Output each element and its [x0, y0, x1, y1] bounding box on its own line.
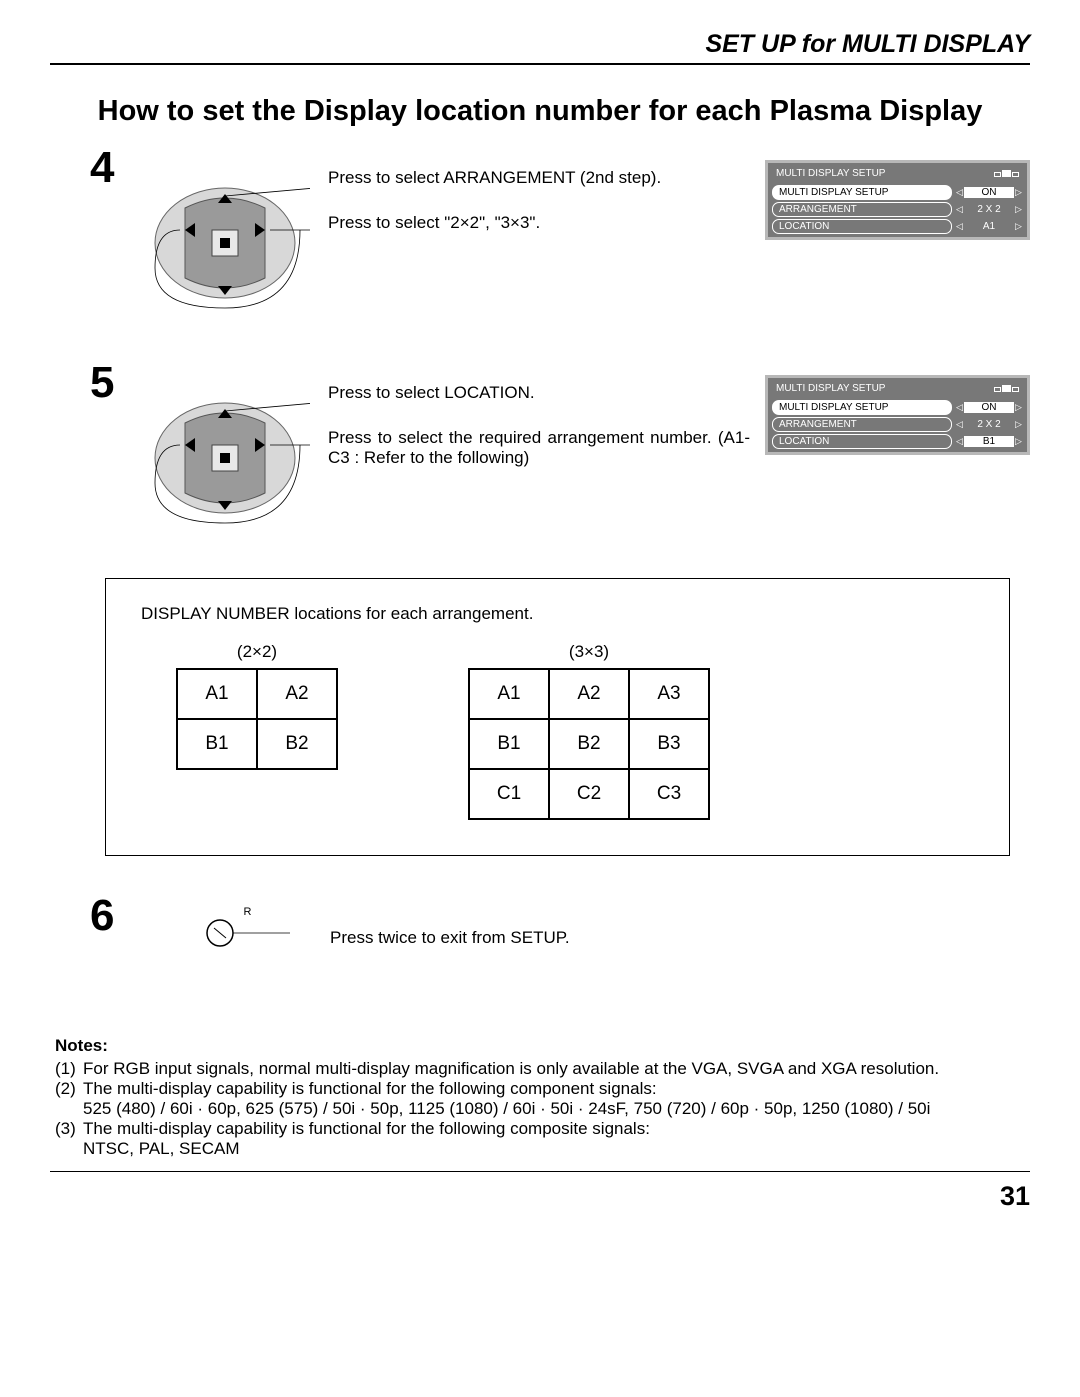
- osd-row-value: 2 X 2: [964, 204, 1014, 215]
- grid-2x2-block: (2×2) A1A2 B1B2: [176, 642, 338, 820]
- step-5-instruction-1: Press to select LOCATION.: [328, 383, 750, 403]
- right-arrow-icon: ▷: [1014, 221, 1023, 232]
- step-4-remote: [150, 148, 320, 323]
- osd-title: MULTI DISPLAY SETUP: [776, 383, 885, 394]
- osd-row-label: ARRANGEMENT: [772, 202, 952, 217]
- notes-heading: Notes:: [55, 1036, 1025, 1056]
- grid-cell: C1: [469, 769, 549, 819]
- grid-2x2-table: A1A2 B1B2: [176, 668, 338, 770]
- step-5-number: 5: [90, 363, 150, 403]
- r-button-icon: [150, 916, 290, 951]
- osd-title: MULTI DISPLAY SETUP: [776, 168, 885, 179]
- notes-section: Notes: (1)For RGB input signals, normal …: [50, 1036, 1030, 1159]
- right-arrow-icon: ▷: [1014, 204, 1023, 215]
- grid-cell: B1: [177, 719, 257, 769]
- osd-page-indicator: [994, 170, 1019, 177]
- grid-3x3-block: (3×3) A1A2A3 B1B2B3 C1C2C3: [468, 642, 710, 820]
- grid-cell: A2: [257, 669, 337, 719]
- grid-3x3-table: A1A2A3 B1B2B3 C1C2C3: [468, 668, 710, 820]
- grid-cell: B2: [549, 719, 629, 769]
- note-subtext: 525 (480) / 60i · 60p, 625 (575) / 50i ·…: [55, 1099, 1025, 1119]
- grid-cell: C2: [549, 769, 629, 819]
- step-5-remote: [150, 363, 320, 538]
- diagram-intro-text: DISPLAY NUMBER locations for each arrang…: [141, 604, 974, 624]
- note-text: The multi-display capability is function…: [83, 1079, 1025, 1099]
- left-arrow-icon: ◁: [955, 419, 964, 430]
- grid-cell: B3: [629, 719, 709, 769]
- grid-3x3-label: (3×3): [468, 642, 710, 662]
- grid-cell: A2: [549, 669, 629, 719]
- left-arrow-icon: ◁: [955, 204, 964, 215]
- grid-cell: A1: [177, 669, 257, 719]
- osd-row-label: LOCATION: [772, 219, 952, 234]
- step-4-row: 4 Press to select ARRANGEMENT (2nd step)…: [50, 148, 1030, 323]
- grid-cell: B2: [257, 719, 337, 769]
- osd-row-value: ON: [964, 402, 1014, 413]
- step-6-number: 6: [90, 896, 150, 936]
- osd-row-value: B1: [964, 436, 1014, 447]
- grid-cell: B1: [469, 719, 549, 769]
- note-number: (1): [55, 1059, 83, 1079]
- osd-page-indicator: [994, 385, 1019, 392]
- right-arrow-icon: ▷: [1014, 187, 1023, 198]
- osd-row-label: LOCATION: [772, 434, 952, 449]
- step-6-instruction: Press twice to exit from SETUP.: [290, 906, 1030, 948]
- grid-cell: A1: [469, 669, 549, 719]
- left-arrow-icon: ◁: [955, 221, 964, 232]
- left-arrow-icon: ◁: [955, 436, 964, 447]
- location-diagram-box: DISPLAY NUMBER locations for each arrang…: [105, 578, 1010, 856]
- osd-row-value: ON: [964, 187, 1014, 198]
- page-title: How to set the Display location number f…: [50, 95, 1030, 128]
- step-5-instruction-2: Press to select the required arrangement…: [328, 428, 750, 468]
- step-5-osd-menu: MULTI DISPLAY SETUP MULTI DISPLAY SETUP◁…: [765, 375, 1030, 455]
- osd-row-label: MULTI DISPLAY SETUP: [772, 185, 952, 200]
- osd-row-value: 2 X 2: [964, 419, 1014, 430]
- step-4-number: 4: [90, 148, 150, 188]
- footer-rule: [50, 1171, 1030, 1172]
- note-subtext: NTSC, PAL, SECAM: [55, 1139, 1025, 1159]
- osd-row-value: A1: [964, 221, 1014, 232]
- step-6-row: 6 R Press twice to exit from SETUP.: [50, 896, 1030, 956]
- step-4-osd-menu: MULTI DISPLAY SETUP MULTI DISPLAY SETUP◁…: [765, 160, 1030, 240]
- page-number: 31: [50, 1181, 1030, 1212]
- section-header: SET UP for MULTI DISPLAY: [50, 30, 1030, 65]
- grid-cell: C3: [629, 769, 709, 819]
- note-text: For RGB input signals, normal multi-disp…: [83, 1059, 1025, 1079]
- osd-row-label: ARRANGEMENT: [772, 417, 952, 432]
- grid-cell: A3: [629, 669, 709, 719]
- right-arrow-icon: ▷: [1014, 436, 1023, 447]
- step-5-row: 5 Press to select LOCATION. Press to sel…: [50, 363, 1030, 538]
- left-arrow-icon: ◁: [955, 187, 964, 198]
- right-arrow-icon: ▷: [1014, 419, 1023, 430]
- note-number: (3): [55, 1119, 83, 1139]
- step-4-instruction-1: Press to select ARRANGEMENT (2nd step).: [328, 168, 750, 188]
- right-arrow-icon: ▷: [1014, 402, 1023, 413]
- note-text: The multi-display capability is function…: [83, 1119, 1025, 1139]
- grid-2x2-label: (2×2): [176, 642, 338, 662]
- note-number: (2): [55, 1079, 83, 1099]
- step-4-instruction-2: Press to select "2×2", "3×3".: [328, 213, 750, 233]
- left-arrow-icon: ◁: [955, 402, 964, 413]
- osd-row-label: MULTI DISPLAY SETUP: [772, 400, 952, 415]
